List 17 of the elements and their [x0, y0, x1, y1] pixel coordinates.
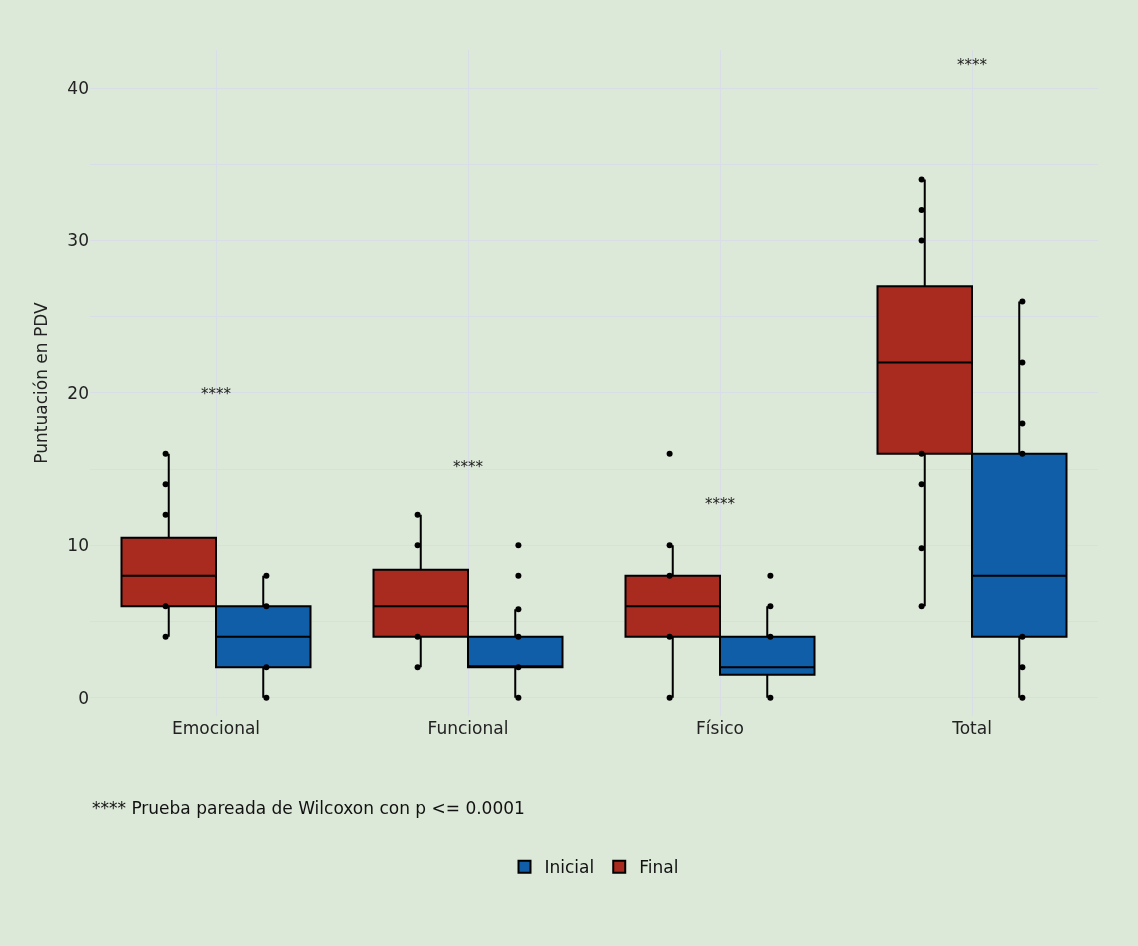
annotation: **** — [705, 495, 736, 513]
text: **** Prueba pareada de Wilcoxon con p <= 0.0001 — [92, 798, 525, 818]
legend-label: Inicial — [544, 857, 595, 878]
legend-label: Final — [639, 857, 679, 878]
y-tick-label: 10 — [67, 535, 89, 556]
x-tick-label: Físico — [696, 718, 744, 738]
x-tick-label: Emocional — [171, 718, 261, 738]
y-tick-label: 40 — [67, 78, 89, 99]
y-axis-title: Puntuación en PDV — [30, 301, 51, 464]
y-tick-label: 0 — [78, 687, 89, 708]
y-tick-label: 30 — [67, 230, 89, 251]
x-tick-label: Funcional — [427, 718, 509, 738]
x-tick-label: Total — [951, 718, 992, 738]
y-tick-label: 20 — [67, 382, 89, 403]
annotation: **** — [201, 385, 232, 403]
annotation: **** — [453, 458, 484, 476]
annotation: **** — [957, 56, 988, 74]
